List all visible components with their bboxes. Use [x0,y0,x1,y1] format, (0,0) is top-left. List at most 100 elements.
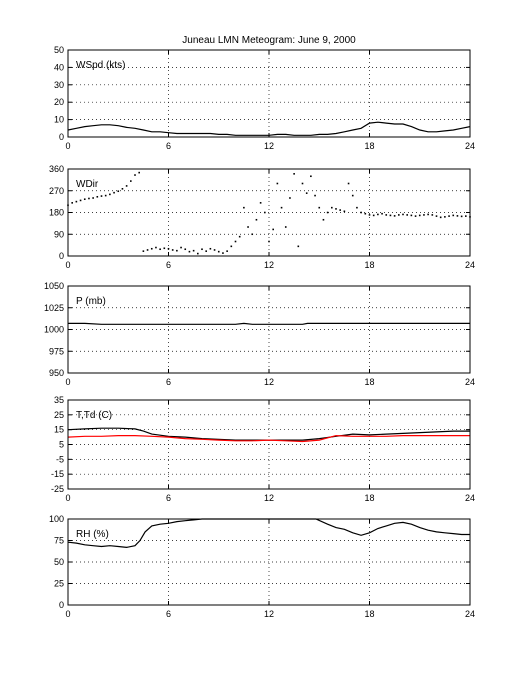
y-tick-label: 25 [54,410,64,420]
data-point [389,214,392,217]
panel-0: 0 6 12 18 24 0 10 20 30 40 50 WSpd (kts) [54,45,475,151]
x-tick-label: 6 [166,260,171,270]
data-point [71,202,73,204]
data-point [83,198,86,201]
data-point [75,200,78,203]
series-line-0 [68,322,470,325]
data-point [134,174,136,176]
y-tick-label: 1025 [44,303,64,313]
data-point [125,185,128,187]
data-point [289,197,291,199]
data-point [226,250,228,252]
data-point [142,250,145,252]
figure-title: Juneau LMN Meteogram: June 9, 2000 [182,35,356,46]
panel-label: WDir [76,179,99,190]
data-point [96,195,99,198]
data-point [343,210,346,213]
data-point [280,206,283,209]
panel-label: T,Td (C) [76,410,112,421]
data-point [456,215,459,217]
data-point [326,211,329,214]
data-point [222,252,224,254]
data-point [431,214,434,216]
data-point [460,215,463,218]
data-point [406,214,408,216]
data-point [377,213,379,216]
x-tick-label: 24 [465,260,475,270]
data-point [347,182,350,185]
x-tick-label: 0 [65,141,70,151]
data-point [331,206,333,209]
y-tick-label: 40 [54,62,64,72]
data-point [444,216,446,218]
data-point [171,249,174,251]
panel-2: 0 6 12 18 24 950 975 1000 1025 1050 P (mb) [44,281,475,387]
x-tick-label: 0 [65,609,70,619]
data-point [276,182,279,185]
x-tick-label: 0 [65,260,70,270]
data-point [293,173,295,175]
data-point [393,215,396,217]
y-tick-label: 1050 [44,281,64,291]
data-point [364,212,367,215]
y-tick-label: 1000 [44,325,64,335]
x-tick-label: 12 [264,609,274,619]
data-point [314,194,316,197]
panel-label: WSpd (kts) [76,60,125,71]
data-point [385,214,388,216]
data-point [414,215,417,217]
data-point [180,246,182,249]
y-tick-label: 100 [49,514,64,524]
data-point [381,212,383,215]
y-tick-label: 10 [54,115,64,125]
panel-3: 0 6 12 18 24 -25 -15 -5 5 15 25 35 T,Td (C) [51,395,475,503]
data-point [201,248,203,251]
x-tick-label: 24 [465,493,475,503]
y-tick-label: 0 [59,600,64,610]
x-tick-label: 0 [65,493,70,503]
data-point [176,249,178,252]
data-point [251,233,254,236]
data-point [448,215,450,217]
data-point [79,199,82,202]
data-point [243,206,245,209]
panel-label: P (mb) [76,296,106,307]
x-tick-label: 6 [166,493,171,503]
y-tick-label: 360 [49,164,64,174]
data-point [247,226,249,228]
data-point [150,247,153,250]
data-point [372,214,375,217]
y-tick-label: 0 [59,251,64,261]
data-point [410,214,413,217]
x-tick-label: 12 [264,141,274,151]
panel-label: RH (%) [76,529,109,540]
data-point [192,249,195,252]
data-point [322,218,325,221]
data-point [92,197,94,199]
y-tick-label: 30 [54,80,64,90]
data-point [272,228,274,231]
x-tick-label: 0 [65,377,70,387]
data-point [264,211,266,214]
data-point [402,213,404,216]
data-point [188,250,191,253]
x-tick-label: 18 [364,141,374,151]
data-point [360,211,362,214]
data-point [297,245,300,248]
x-tick-label: 6 [166,609,171,619]
y-tick-label: 50 [54,557,64,567]
data-point [435,215,438,217]
y-tick-label: 20 [54,97,64,107]
data-point [113,191,115,194]
y-tick-label: 75 [54,536,64,546]
data-point [318,206,321,209]
data-point [351,194,354,197]
x-tick-label: 12 [264,493,274,503]
y-tick-label: 50 [54,45,64,55]
panel-1: 0 6 12 18 24 0 90 180 270 360 WDir [49,164,475,270]
y-tick-label: 0 [59,132,64,142]
data-point [197,252,199,255]
series-line-1 [67,434,470,443]
data-point [130,180,132,182]
